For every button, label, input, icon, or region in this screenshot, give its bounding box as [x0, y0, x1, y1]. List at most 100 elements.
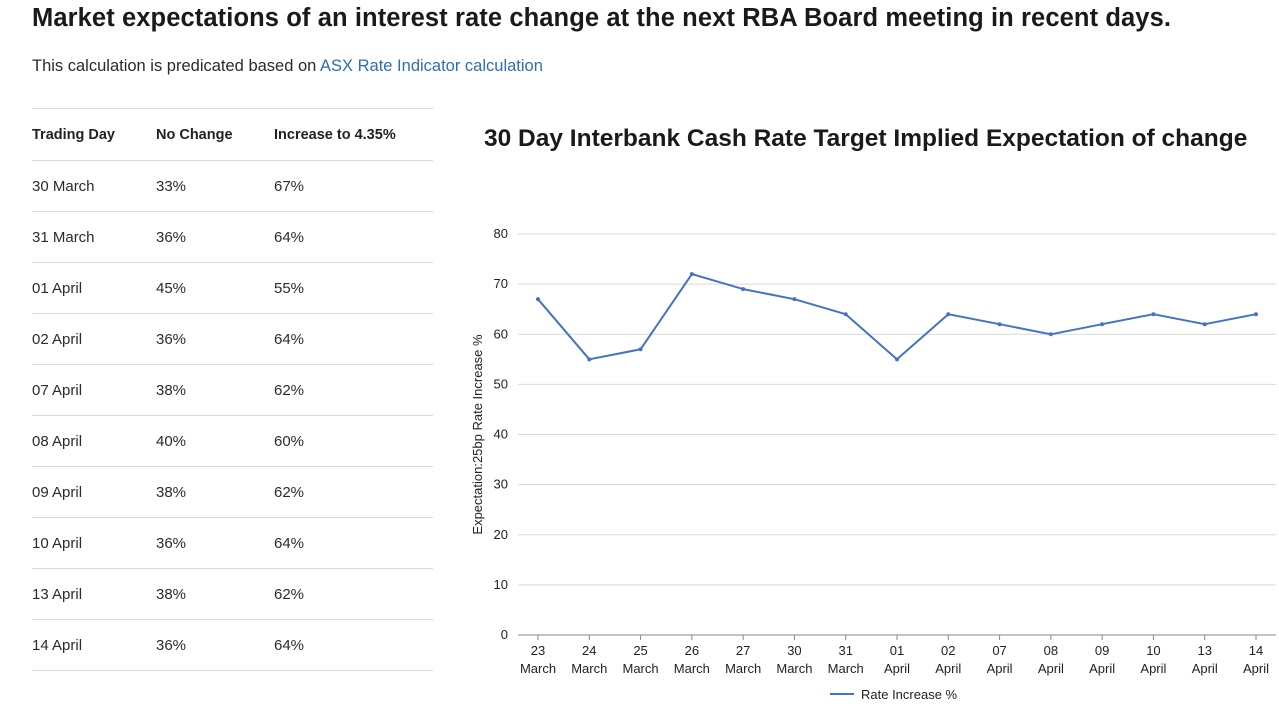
- x-tick-label-day: 09: [1095, 643, 1109, 658]
- y-tick-label: 40: [494, 427, 508, 442]
- cell-trading-day: 07 April: [32, 364, 156, 416]
- cell-increase: 60%: [274, 415, 433, 467]
- header-trading-day: Trading Day: [32, 108, 156, 161]
- data-point: [843, 312, 848, 317]
- x-tick-label-day: 02: [941, 643, 955, 658]
- cell-increase: 62%: [274, 568, 433, 620]
- x-tick-label-month: April: [884, 661, 910, 676]
- table-row: 30 March 33% 67%: [32, 160, 433, 212]
- cell-trading-day: 10 April: [32, 517, 156, 569]
- cell-no-change: 38%: [156, 568, 274, 620]
- x-tick-label-month: April: [1192, 661, 1218, 676]
- x-tick-label-month: March: [725, 661, 761, 676]
- x-tick-label-month: March: [776, 661, 812, 676]
- y-axis-ticks: 0 10 20 30 40 50 60 70 80: [494, 226, 508, 642]
- cell-increase: 64%: [274, 619, 433, 671]
- cell-no-change: 36%: [156, 211, 274, 263]
- cell-trading-day: 30 March: [32, 160, 156, 212]
- data-point: [946, 312, 951, 317]
- subtitle: This calculation is predicated based on …: [32, 57, 543, 76]
- table-row: 08 April 40% 60%: [32, 415, 433, 467]
- cell-trading-day: 09 April: [32, 466, 156, 518]
- cell-no-change: 36%: [156, 619, 274, 671]
- y-tick-label: 50: [494, 376, 508, 391]
- cell-trading-day: 01 April: [32, 262, 156, 314]
- x-tick-label-day: 26: [685, 643, 699, 658]
- x-tick-label-day: 14: [1249, 643, 1263, 658]
- cell-increase: 64%: [274, 211, 433, 263]
- table-header-row: Trading Day No Change Increase to 4.35%: [32, 108, 433, 161]
- cell-increase: 64%: [274, 517, 433, 569]
- cell-increase: 55%: [274, 262, 433, 314]
- y-tick-label: 60: [494, 326, 508, 341]
- y-tick-label: 20: [494, 527, 508, 542]
- data-point: [741, 287, 746, 292]
- y-tick-label: 30: [494, 477, 508, 492]
- data-point: [638, 347, 643, 352]
- y-axis-label: Expectation:25bp Rate Increase %: [470, 334, 485, 535]
- cell-trading-day: 13 April: [32, 568, 156, 620]
- x-tick-label-month: April: [1243, 661, 1269, 676]
- x-tick-label-month: April: [935, 661, 961, 676]
- cell-increase: 67%: [274, 160, 433, 212]
- header-no-change: No Change: [156, 108, 274, 161]
- cell-no-change: 45%: [156, 262, 274, 314]
- subtitle-prefix: This calculation is predicated based on: [32, 57, 321, 75]
- header-increase: Increase to 4.35%: [274, 108, 433, 161]
- cell-increase: 62%: [274, 364, 433, 416]
- x-tick-label-day: 24: [582, 643, 596, 658]
- x-tick-label-day: 30: [787, 643, 801, 658]
- chart-gridlines: [518, 233, 1276, 636]
- y-tick-label: 70: [494, 276, 508, 291]
- cell-trading-day: 31 March: [32, 211, 156, 263]
- data-point: [587, 357, 592, 362]
- series-line-rate-increase: [537, 273, 1257, 361]
- data-point: [1202, 322, 1207, 327]
- cell-trading-day: 14 April: [32, 619, 156, 671]
- page-title: Market expectations of an interest rate …: [32, 4, 1172, 32]
- x-tick-label-month: April: [1089, 661, 1115, 676]
- x-tick-label-day: 10: [1146, 643, 1160, 658]
- rate-expectations-table: Trading Day No Change Increase to 4.35% …: [32, 108, 433, 671]
- x-tick-label-month: March: [571, 661, 607, 676]
- cell-no-change: 40%: [156, 415, 274, 467]
- data-point: [895, 357, 899, 362]
- x-tick-label-day: 07: [992, 643, 1006, 658]
- x-tick-label-month: March: [674, 661, 710, 676]
- y-tick-label: 80: [494, 226, 508, 241]
- cell-increase: 64%: [274, 313, 433, 365]
- table-row: 09 April 38% 62%: [32, 466, 433, 518]
- cell-no-change: 38%: [156, 466, 274, 518]
- asx-rate-indicator-link[interactable]: ASX Rate Indicator calculation: [320, 57, 543, 75]
- cell-no-change: 36%: [156, 517, 274, 569]
- data-point: [536, 297, 540, 302]
- table-row: 10 April 36% 64%: [32, 517, 433, 569]
- x-tick-label-day: 31: [838, 643, 852, 658]
- x-tick-label-month: April: [987, 661, 1013, 676]
- chart-title: 30 Day Interbank Cash Rate Target Implie…: [484, 125, 1248, 152]
- table-row: 01 April 45% 55%: [32, 262, 433, 314]
- x-tick-label-day: 01: [890, 643, 904, 658]
- x-tick-label-month: April: [1038, 661, 1064, 676]
- table-row: 02 April 36% 64%: [32, 313, 433, 365]
- y-tick-label: 0: [501, 627, 508, 642]
- cell-increase: 62%: [274, 466, 433, 518]
- chart-legend[interactable]: Rate Increase %: [830, 687, 958, 702]
- x-tick-label-day: 23: [531, 643, 545, 658]
- cell-trading-day: 02 April: [32, 313, 156, 365]
- x-tick-label-month: March: [623, 661, 659, 676]
- y-tick-label: 10: [494, 577, 508, 592]
- table-row: 07 April 38% 62%: [32, 364, 433, 416]
- x-tick-label-day: 27: [736, 643, 750, 658]
- cell-no-change: 33%: [156, 160, 274, 212]
- x-tick-label-day: 25: [633, 643, 647, 658]
- x-tick-label-day: 08: [1044, 643, 1058, 658]
- x-tick-label-day: 13: [1197, 643, 1211, 658]
- data-point: [792, 297, 797, 302]
- x-tick-label-month: March: [520, 661, 556, 676]
- legend-label: Rate Increase %: [861, 687, 958, 702]
- data-point: [1100, 322, 1105, 327]
- table-row: 14 April 36% 64%: [32, 619, 433, 671]
- table-row: 13 April 38% 62%: [32, 568, 433, 620]
